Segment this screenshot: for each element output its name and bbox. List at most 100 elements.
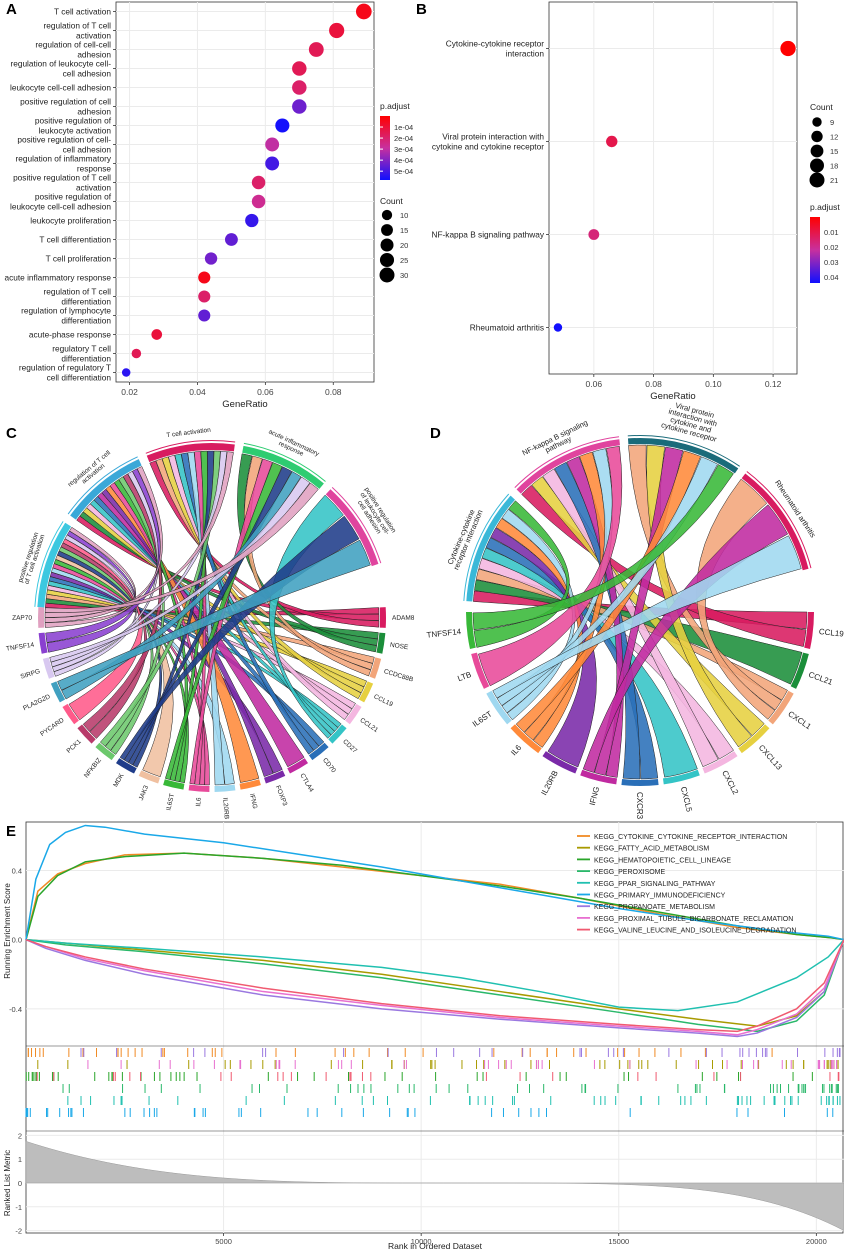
gene-label: IL20RB [221,797,230,819]
legend-label: KEGG_FATTY_ACID_METABOLISM [594,846,709,853]
gene-label: IFNG [248,793,258,810]
legend-label: KEGG_PROPANOATE_METABOLISM [594,904,715,911]
color-legend-label: 3e-04 [394,145,413,154]
size-legend-label: 20 [400,241,408,250]
y-tick-label-line: differentiation [61,315,111,325]
y-tick-label-line: differentiation [61,296,111,306]
y-tick-label-line: T cell proliferation [46,254,112,264]
gene-label: TNFSF14 [6,642,35,653]
color-legend-label: 0.04 [824,273,839,282]
panel-label-d: D [430,425,441,442]
size-legend-label: 18 [830,162,838,171]
gene-arc [95,742,116,761]
data-point [553,323,563,332]
x-tick-label: 0.06 [257,387,274,397]
size-legend-label: 30 [400,271,408,280]
chord-ribbon [168,454,349,721]
enrichment-curve [25,938,844,1033]
y-tick-label: positive regulation of cell-cell adhesio… [17,135,111,155]
size-legend-title: Count [380,196,403,206]
y-tick-label: T cell proliferation [46,254,112,264]
data-point [204,252,218,265]
gene-arc [738,724,770,754]
size-legend-dot [381,209,393,221]
gene-label: TNFSF14 [426,627,462,640]
y-tick-label: 0.0 [12,936,22,945]
y-tick-label: -0.4 [9,1005,22,1014]
gene-arc [287,758,309,774]
gene-arc [328,724,347,744]
term-arc [242,445,324,489]
y-tick-label: 2 [18,1131,22,1140]
y-tick-label: regulation of inflammatory response [16,154,112,174]
plot-panel [548,1,798,375]
gene-label: CCL21 [359,717,380,734]
x-tick-label: 20000 [806,1237,827,1246]
y-tick-label: 0 [18,1179,22,1188]
y-tick-label-line: positive regulation of cell [20,97,111,107]
legend-label: KEGG_PROXIMAL_TUBULE_BICARBONATE_RECLAMA… [594,916,793,923]
gene-arc [77,724,96,744]
y-tick-label-line: Cytokine-cytokine receptor [446,39,544,49]
y-tick-label-line: regulation of leukocyte cell- [10,59,111,69]
gene-label: CXCR3 [635,792,644,820]
enrichment-curve [25,938,844,1012]
y-axis-title-bottom: Ranked List Metric [3,1150,12,1216]
y-tick-label: positive regulation of T cell activation [13,173,111,193]
size-legend-dot [379,252,395,268]
y-tick-label-line: regulation of lymphocyte [21,306,111,316]
gene-arc [790,652,809,689]
gene-arc [188,784,210,792]
chord-ribbon [45,468,161,643]
size-legend-label: 25 [400,256,408,265]
chord-ribbon [582,504,789,773]
legend-label: KEGG_HEMATOPOIETIC_CELL_LINEAGE [594,857,731,864]
chord-ribbon [181,452,315,755]
chord-ribbon [44,482,319,613]
gene-label: PLA2G2D [22,693,52,712]
term-arc [627,438,739,474]
y-tick-label-line: cell adhesion [63,68,112,78]
y-tick-label: Rheumatoid arthritis [470,323,544,333]
gene-label: CCDC88B [383,668,414,684]
gene-arc [542,751,578,774]
chord-ribbon [149,460,380,628]
panel-label-a: A [6,1,17,18]
size-legend-label: 10 [400,211,408,220]
y-tick-label-line: activation [76,30,111,40]
gene-label: CXCL2 [720,769,740,796]
size-legend-dot [381,224,393,236]
gene-arc [308,742,329,761]
ranked-metric-area [25,1140,844,1231]
gene-arc [379,607,386,628]
gene-label: CXCL13 [757,743,784,772]
x-tick-label: 5000 [215,1237,232,1246]
gene-arc [138,770,160,784]
y-tick-label-line: regulatory T cell [52,344,111,354]
enrichment-curve [25,938,844,1038]
gene-label: MDK [112,772,126,789]
y-tick-label-line: leukocyte activation [39,125,112,135]
gene-arc [62,703,79,725]
enrichment-curve [25,938,844,1027]
term-arc [516,439,621,494]
y-tick-label-line: leukocyte cell-cell adhesion [10,201,111,211]
color-legend-label: 0.02 [824,243,839,252]
data-point [588,229,600,240]
data-point [225,233,238,246]
gene-arc [580,769,618,785]
gene-arc [163,779,185,790]
y-tick-label: -2 [15,1227,22,1236]
color-legend-bar [380,116,390,180]
y-tick-label-line: T cell differentiation [39,235,111,245]
gene-label: IL20RB [539,769,559,797]
data-point [151,329,163,340]
size-legend-dot [809,172,825,188]
y-tick-label-line: cell adhesion [63,144,112,154]
y-tick-label-line: NF-kappa B signaling pathway [431,230,544,240]
y-tick-label: regulatory T cell differentiation [52,344,111,364]
data-point [780,40,796,57]
legend-label: KEGG_VALINE_LEUCINE_AND_ISOLEUCINE_DEGRA… [594,928,796,935]
